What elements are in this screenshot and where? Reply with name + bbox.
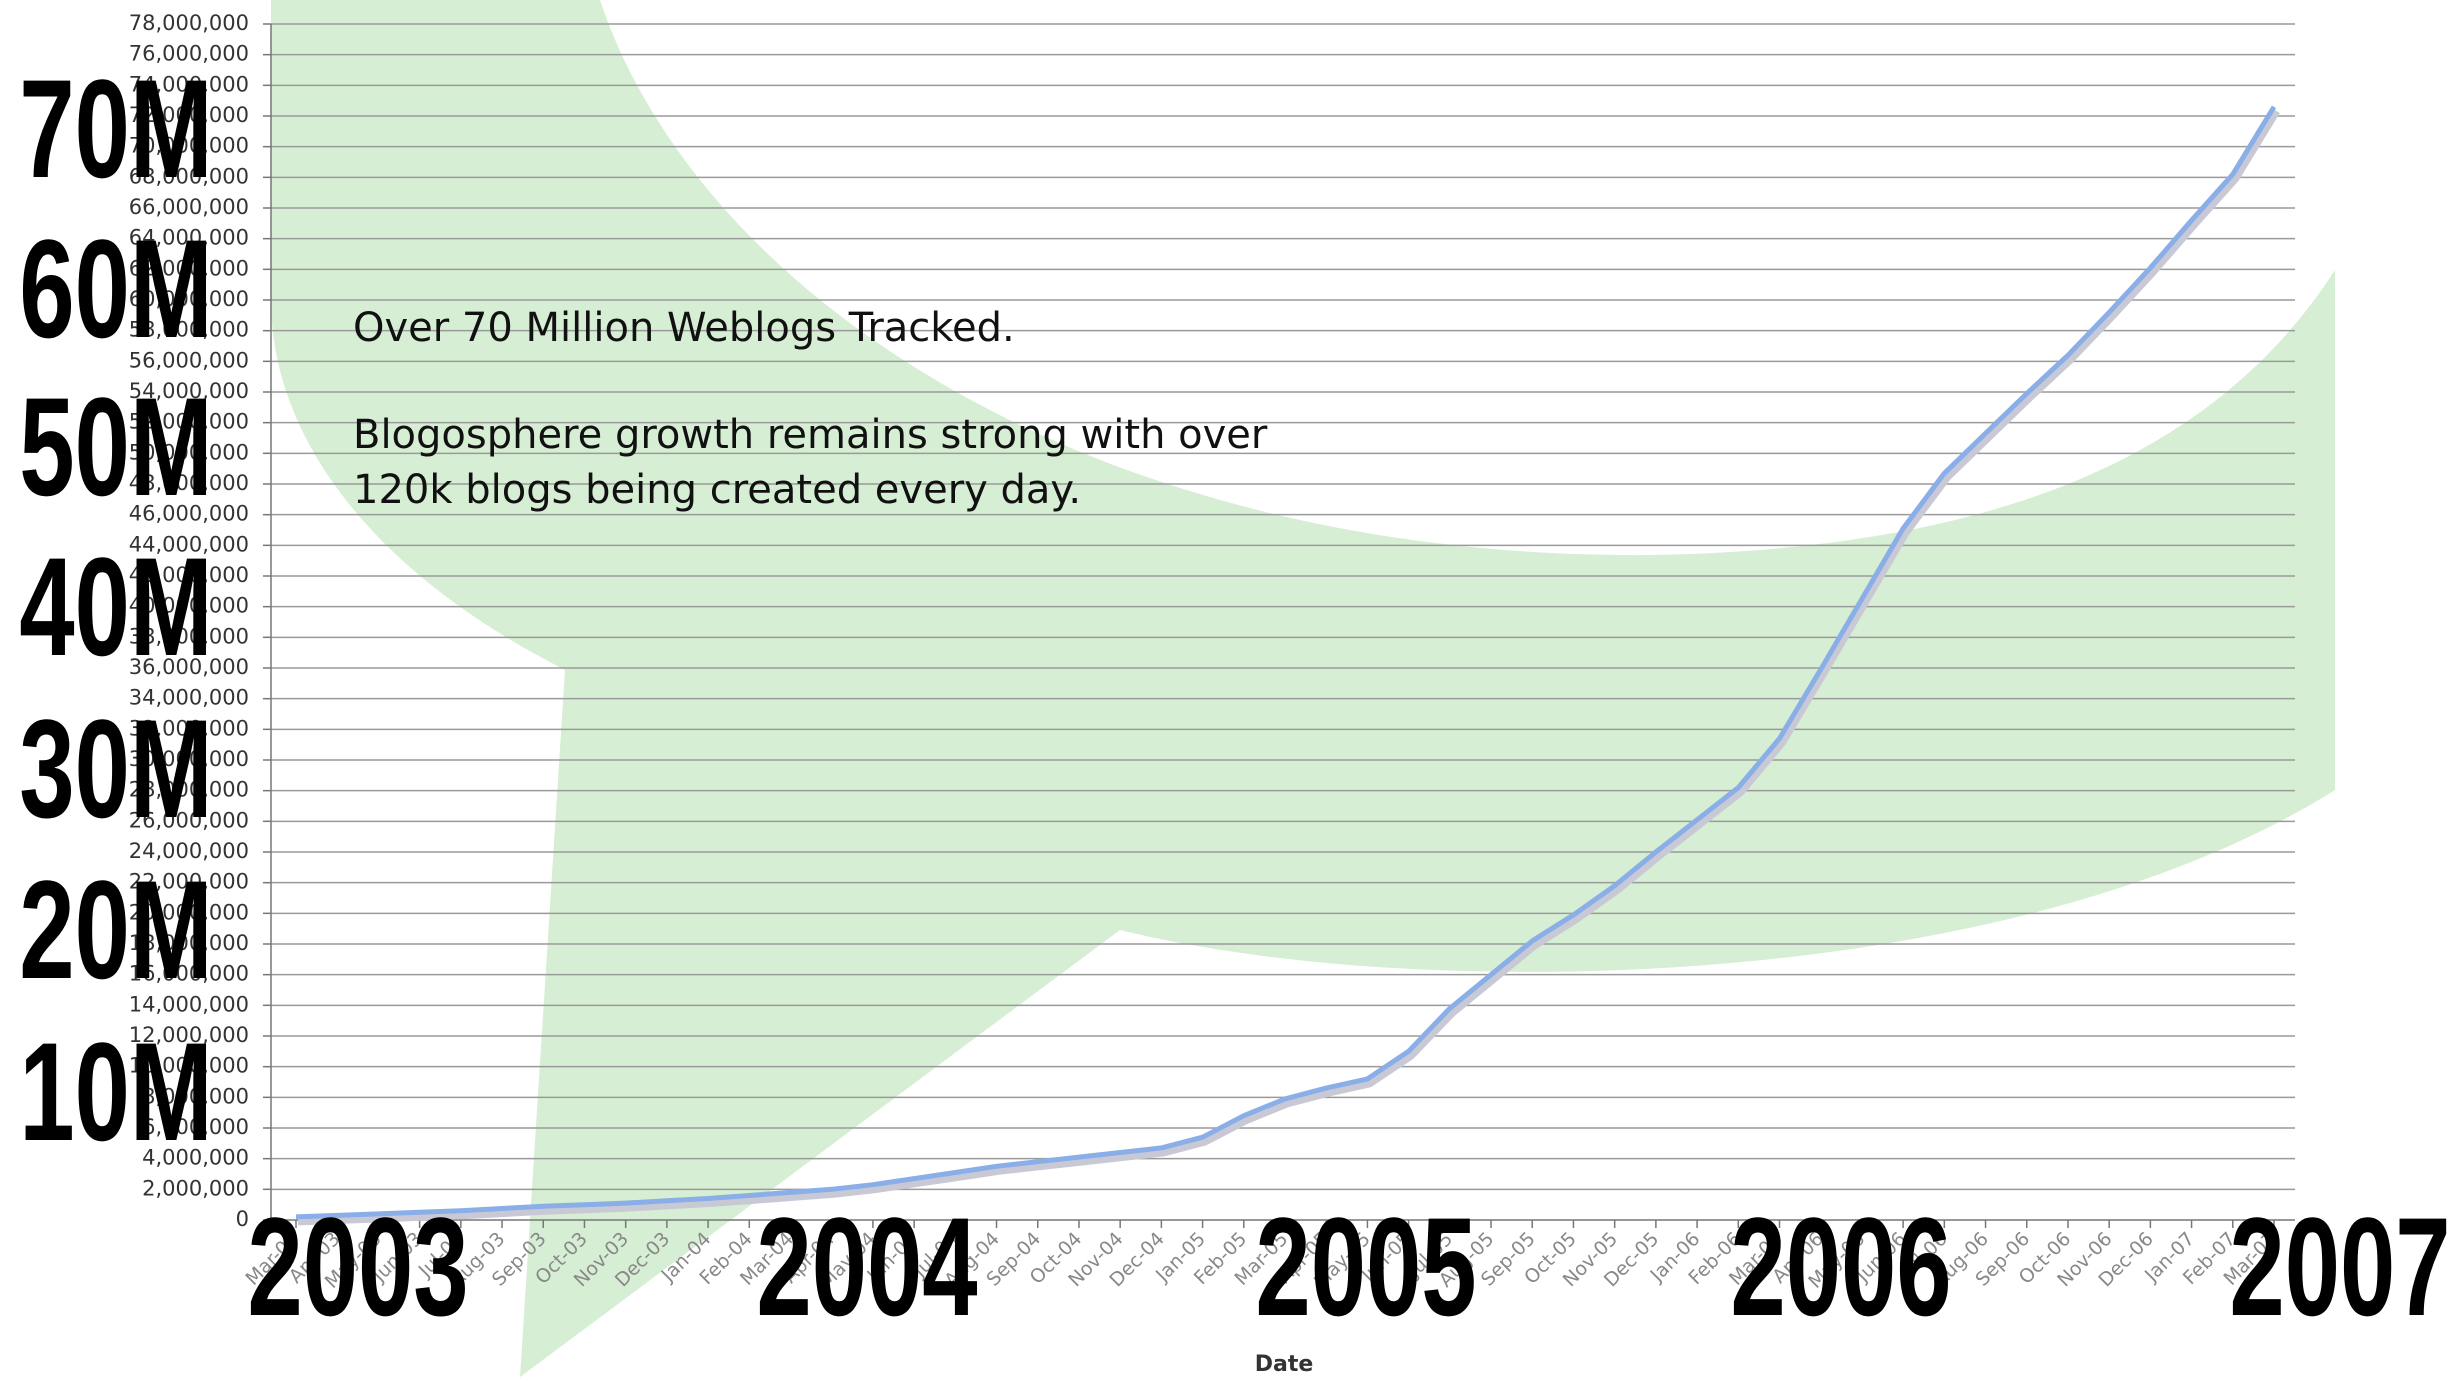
overlay-y-label: 70M (19, 50, 212, 207)
annotation: 120k blogs being created every day. (353, 467, 1081, 513)
overlay-x-label: 2006 (1730, 1188, 1951, 1345)
overlay-y-label: 40M (19, 528, 212, 685)
annotation: Blogosphere growth remains strong with o… (353, 412, 1268, 458)
overlay-y-label: 30M (19, 690, 212, 847)
overlay-x-label: 2003 (247, 1188, 468, 1345)
y-tick-label: 78,000,000 (129, 11, 249, 35)
x-axis-label: Date (1255, 1352, 1314, 1377)
overlay-y-label: 10M (19, 1013, 212, 1170)
overlay-x-label: 2005 (1255, 1188, 1476, 1345)
chart: 02,000,0004,000,0006,000,0008,000,00010,… (0, 0, 2459, 1377)
overlay-x-label: 2004 (756, 1188, 977, 1345)
y-tick-label: 2,000,000 (142, 1176, 249, 1200)
overlay-x-label: 2007 (2229, 1188, 2450, 1345)
overlay-y-label: 20M (19, 851, 212, 1008)
annotation: Over 70 Million Weblogs Tracked. (353, 305, 1015, 351)
overlay-y-label: 50M (19, 368, 212, 525)
overlay-y-label: 60M (19, 210, 212, 367)
